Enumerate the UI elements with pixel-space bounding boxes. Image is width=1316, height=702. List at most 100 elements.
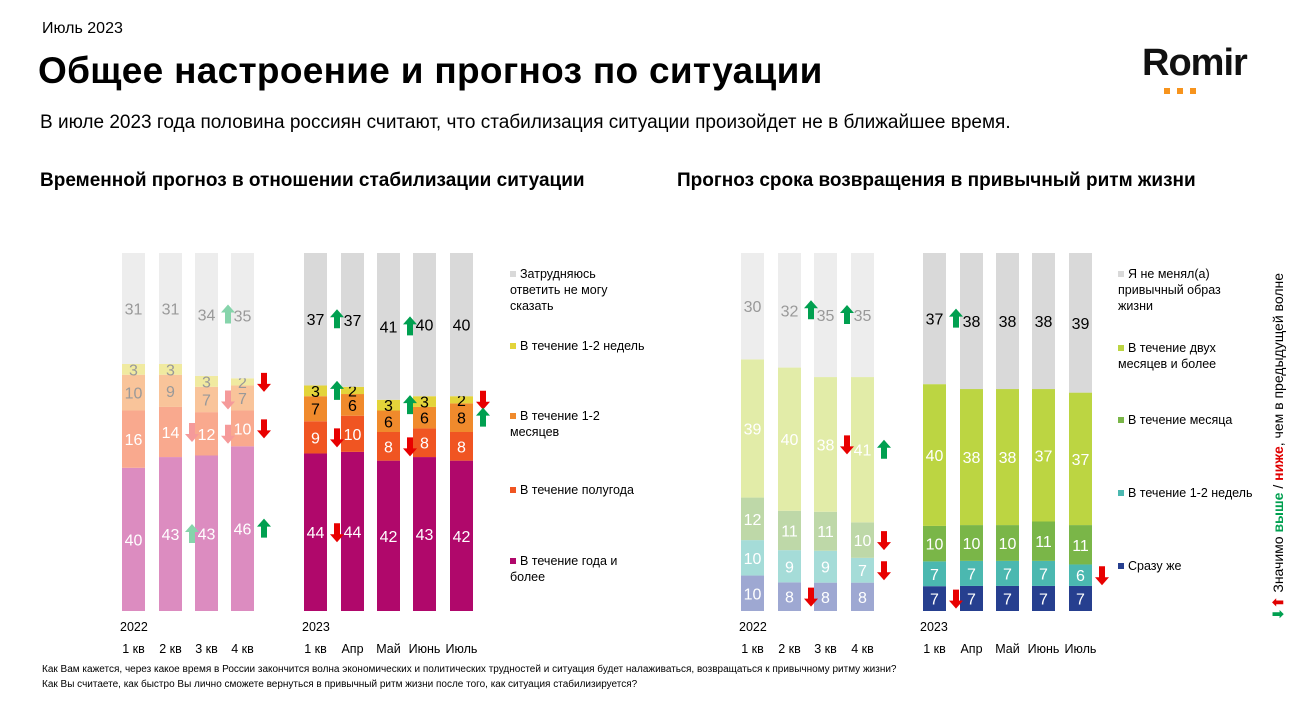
legend-label: В течение 1-2 недель (1128, 486, 1253, 500)
data-label: 12 (744, 512, 762, 529)
bar-segment (377, 399, 400, 411)
legend-label: В течение года и более (510, 554, 618, 584)
data-label: 12 (198, 427, 216, 444)
arrow-up-icon (185, 524, 199, 544)
bar-segment (960, 585, 983, 611)
legend-item: В течение месяца (1118, 412, 1253, 428)
year-label: 2022 (739, 620, 767, 634)
bar-segment (377, 460, 400, 611)
bar-segment (851, 557, 874, 583)
x-tick-label: 1 кв (741, 642, 764, 656)
data-label: 8 (785, 590, 794, 607)
arrow-down-icon (330, 428, 344, 448)
data-label: 38 (999, 450, 1017, 467)
bar-segment (159, 363, 182, 375)
data-label: 38 (963, 450, 981, 467)
data-label: 41 (380, 319, 398, 336)
data-label: 41 (854, 443, 872, 460)
bar-segment (923, 525, 946, 562)
data-label: 43 (162, 527, 180, 544)
x-tick-label: Июнь (409, 642, 441, 656)
footnote-question-2: Как Вы считаете, как быстро Вы лично смо… (42, 679, 638, 690)
arrow-down-icon (221, 390, 235, 410)
arrow-down-icon (221, 424, 235, 444)
legend-item: В течение полугода (510, 482, 645, 498)
data-label: 10 (963, 536, 981, 553)
bar-segment (814, 582, 837, 611)
bar-segment (1032, 253, 1055, 390)
data-label: 10 (744, 586, 762, 603)
data-label: 11 (817, 524, 834, 541)
bar-segment (814, 253, 837, 378)
data-label: 43 (416, 527, 434, 544)
x-tick-label: Май (376, 642, 401, 656)
bar-segment (231, 378, 254, 386)
data-label: 2 (457, 393, 466, 410)
arrow-down-icon (949, 589, 963, 609)
x-tick-label: 2 кв (778, 642, 801, 656)
data-label: 9 (785, 559, 794, 576)
data-label: 6 (420, 411, 429, 428)
legend-swatch (1118, 490, 1124, 496)
bar-segment (122, 374, 145, 411)
data-label: 31 (162, 301, 180, 318)
data-label: 42 (453, 529, 471, 546)
data-label: 7 (1003, 591, 1012, 608)
bar-segment (851, 582, 874, 611)
bar-segment (304, 253, 327, 386)
data-label: 7 (967, 591, 976, 608)
x-tick-label: Июль (1065, 642, 1097, 656)
bar-segment (195, 386, 218, 413)
data-label: 8 (457, 411, 466, 428)
legend-swatch (1118, 345, 1124, 351)
bar-segment (413, 428, 436, 458)
arrow-up-icon (877, 439, 891, 459)
chart-title-left: Временной прогноз в отношении стабилизац… (40, 170, 585, 191)
x-tick-label: Май (995, 642, 1020, 656)
data-label: 7 (1039, 566, 1048, 583)
data-label: 37 (1035, 448, 1053, 465)
bar-segment (814, 511, 837, 551)
data-label: 9 (166, 384, 175, 401)
bar-segment (1032, 521, 1055, 561)
significance-legend: ⬇⬆ Значимо выше / ниже, чем в предыдущей… (1270, 273, 1286, 620)
legend-item: В течение 1-2 недель (1118, 485, 1253, 501)
bar-segment (159, 253, 182, 364)
data-label: 6 (348, 398, 357, 415)
data-label: 7 (930, 592, 939, 609)
page-title: Общее настроение и прогноз по ситуации (38, 50, 823, 91)
legend-swatch (510, 558, 516, 564)
data-label: 10 (344, 427, 362, 444)
legend-swatch (1118, 271, 1124, 277)
data-label: 46 (234, 522, 252, 539)
legend-label: Я не менял(а) привычный образ жизни (1118, 267, 1221, 313)
legend-label: Затрудняюсь ответить не могу сказать (510, 267, 608, 313)
x-tick-label: Июль (446, 642, 478, 656)
data-label: 14 (162, 425, 180, 442)
data-label: 10 (926, 537, 944, 554)
bar-segment (1069, 253, 1092, 393)
data-label: 31 (125, 301, 143, 318)
x-tick-label: 2 кв (159, 642, 182, 656)
arrow-up-icon (949, 308, 963, 328)
year-label: 2022 (120, 620, 148, 634)
data-label: 38 (963, 314, 981, 331)
bar-segment (450, 396, 473, 404)
bar-segment (814, 377, 837, 512)
legend-swatch (1118, 563, 1124, 569)
data-label: 37 (1072, 452, 1090, 469)
arrow-down-icon (877, 561, 891, 581)
data-label: 7 (1076, 591, 1085, 608)
x-tick-label: 1 кв (122, 642, 145, 656)
legend-label: В течение 1-2 недель (520, 339, 645, 353)
data-label: 6 (1076, 568, 1085, 585)
footnote-question-1: Как Вам кажется, через какое время в Рос… (42, 664, 897, 675)
bar-segment (231, 410, 254, 447)
data-label: 35 (817, 308, 835, 325)
data-label: 8 (384, 439, 393, 456)
data-label: 6 (384, 414, 393, 431)
bar-segment (960, 560, 983, 586)
data-label: 9 (821, 560, 830, 577)
data-label: 10 (854, 533, 872, 550)
legend-item: Я не менял(а) привычный образ жизни (1118, 266, 1253, 314)
